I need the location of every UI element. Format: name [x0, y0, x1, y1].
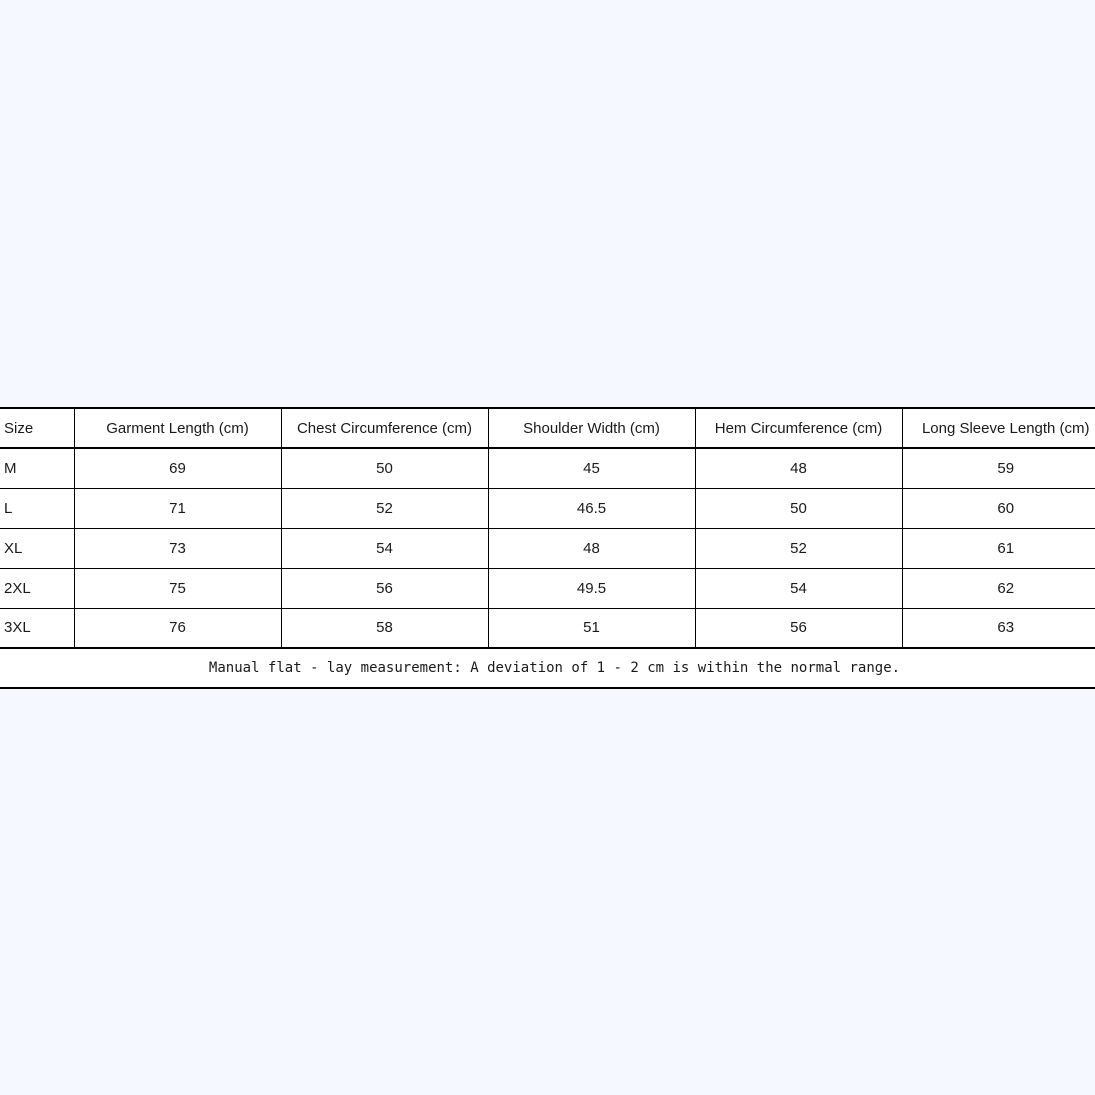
- cell-long-sleeve-length: 62: [902, 568, 1095, 609]
- cell-shoulder-width: 46.5: [488, 488, 696, 529]
- cell-shoulder-width: 49.5: [488, 568, 696, 609]
- cell-garment-length: 69: [74, 448, 282, 489]
- cell-garment-length: 73: [74, 528, 282, 569]
- measurement-note: Manual flat - lay measurement: A deviati…: [0, 648, 1095, 688]
- cell-size: 3XL: [0, 608, 75, 649]
- cell-long-sleeve-length: 63: [902, 608, 1095, 649]
- cell-chest-circumference: 50: [281, 448, 489, 489]
- cell-hem-circumference: 48: [695, 448, 903, 489]
- cell-garment-length: 71: [74, 488, 282, 529]
- cell-shoulder-width: 45: [488, 448, 696, 489]
- column-header-size: Size: [0, 408, 75, 449]
- size-chart: Size Garment Length (cm) Chest Circumfer…: [0, 407, 1095, 689]
- cell-chest-circumference: 56: [281, 568, 489, 609]
- table-row: M 69 50 45 48 59: [0, 448, 1095, 489]
- cell-shoulder-width: 51: [488, 608, 696, 649]
- cell-long-sleeve-length: 60: [902, 488, 1095, 529]
- measurement-note-row: Manual flat - lay measurement: A deviati…: [0, 648, 1095, 688]
- cell-garment-length: 76: [74, 608, 282, 649]
- cell-garment-length: 75: [74, 568, 282, 609]
- cell-chest-circumference: 54: [281, 528, 489, 569]
- cell-hem-circumference: 52: [695, 528, 903, 569]
- column-header-garment-length: Garment Length (cm): [74, 408, 282, 449]
- cell-long-sleeve-length: 59: [902, 448, 1095, 489]
- cell-size: 2XL: [0, 568, 75, 609]
- cell-long-sleeve-length: 61: [902, 528, 1095, 569]
- column-header-chest-circumference: Chest Circumference (cm): [281, 408, 489, 449]
- cell-size: M: [0, 448, 75, 489]
- column-header-long-sleeve-length: Long Sleeve Length (cm): [902, 408, 1095, 449]
- cell-hem-circumference: 50: [695, 488, 903, 529]
- table-header: Size Garment Length (cm) Chest Circumfer…: [0, 408, 1095, 449]
- table-row: 3XL 76 58 51 56 63: [0, 608, 1095, 649]
- column-header-hem-circumference: Hem Circumference (cm): [695, 408, 903, 449]
- column-header-shoulder-width: Shoulder Width (cm): [488, 408, 696, 449]
- size-measurement-table: Size Garment Length (cm) Chest Circumfer…: [0, 407, 1095, 689]
- table-footer: Manual flat - lay measurement: A deviati…: [0, 648, 1095, 688]
- table-row: L 71 52 46.5 50 60: [0, 488, 1095, 529]
- header-row: Size Garment Length (cm) Chest Circumfer…: [0, 408, 1095, 449]
- cell-chest-circumference: 58: [281, 608, 489, 649]
- cell-shoulder-width: 48: [488, 528, 696, 569]
- cell-hem-circumference: 56: [695, 608, 903, 649]
- table-row: XL 73 54 48 52 61: [0, 528, 1095, 569]
- table-row: 2XL 75 56 49.5 54 62: [0, 568, 1095, 609]
- cell-size: L: [0, 488, 75, 529]
- cell-chest-circumference: 52: [281, 488, 489, 529]
- cell-hem-circumference: 54: [695, 568, 903, 609]
- table-body: M 69 50 45 48 59 L 71 52 46.5 50 60 XL 7…: [0, 448, 1095, 649]
- cell-size: XL: [0, 528, 75, 569]
